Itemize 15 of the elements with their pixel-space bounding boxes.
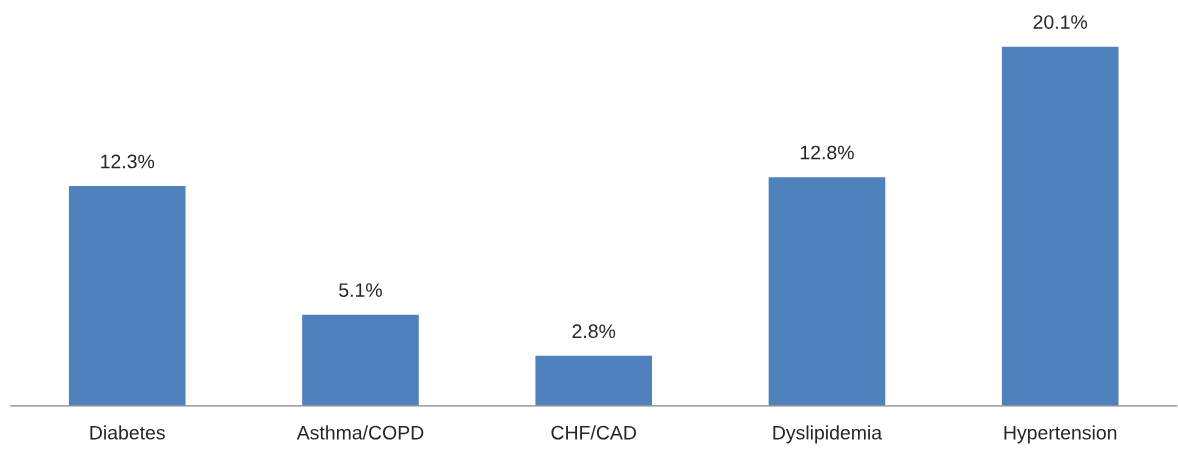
data-label: 5.1% — [339, 283, 382, 297]
bar — [68, 186, 186, 406]
data-label: 20.1% — [1033, 15, 1088, 29]
x-tick-label: Asthma/COPD — [296, 425, 424, 440]
x-tick-label: Hypertension — [1004, 425, 1117, 444]
data-label: 2.8% — [572, 324, 616, 339]
bar — [302, 314, 419, 406]
bar — [1001, 46, 1119, 406]
bar — [768, 177, 886, 406]
x-tick-label: CHF/CAD — [551, 425, 636, 440]
x-tick-label: Dyslipidemia — [773, 425, 883, 444]
bar — [535, 355, 653, 406]
x-tick-label: Diabetes — [90, 425, 165, 440]
data-label: 12.3% — [101, 154, 155, 169]
data-label: 12.8% — [800, 145, 854, 160]
